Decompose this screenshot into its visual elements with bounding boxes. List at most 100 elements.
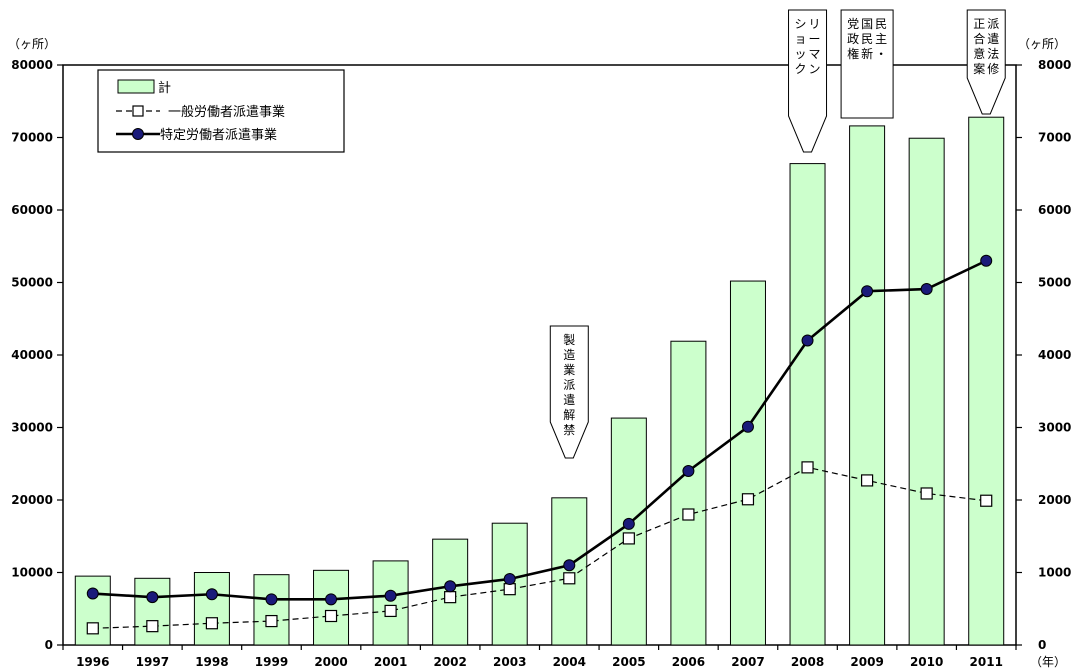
y-tick-label-right: 10000 [1038, 566, 1071, 580]
point-general-dispatch [86, 622, 99, 635]
callout-char: マ [809, 47, 821, 61]
y-tick-label-left: 30000 [11, 421, 53, 435]
legend-label-general: 一般労働者派遣事業 [168, 104, 285, 120]
y-tick-label-left: 20000 [11, 493, 53, 507]
line-general-dispatch [92, 466, 987, 629]
callout-char: 製 [563, 333, 575, 347]
point-general-dispatch [324, 609, 338, 623]
bar-total [193, 572, 230, 646]
x-tick-label: 2004 [553, 655, 586, 669]
y-tick-label-right: 0 [1038, 638, 1046, 652]
point-general-dispatch [265, 614, 278, 628]
x-tick-label: 2002 [433, 655, 466, 669]
callout-char: 政 [847, 32, 859, 46]
bar-total [729, 280, 766, 646]
y-tick-label-left: 10000 [11, 566, 53, 580]
callout-char: 党 [847, 16, 859, 31]
callout-box [966, 9, 1006, 115]
line-specific-dispatch [92, 259, 987, 601]
x-tick-label: 2005 [612, 655, 645, 669]
point-specific-dispatch [920, 283, 933, 296]
point-general-dispatch [205, 617, 219, 630]
point-general-dispatch [146, 620, 159, 633]
x-tick-label: 1998 [195, 655, 228, 669]
y-tick-label-right: 70000 [1038, 131, 1071, 145]
bar-total [134, 577, 171, 646]
callout-char: 禁 [563, 423, 575, 437]
bar-series-total [74, 116, 1005, 646]
callout-char: ク [795, 62, 807, 76]
callout-char: 案 [973, 61, 985, 76]
callout-char: 遣 [987, 31, 999, 46]
callout-char: リ [809, 17, 821, 31]
point-general-dispatch [622, 532, 635, 545]
legend-label-specific: 特定労働者派遣事業 [160, 127, 277, 143]
point-specific-dispatch [384, 589, 397, 602]
callout-char: ー [809, 32, 821, 46]
x-tick-label: 2008 [791, 655, 824, 669]
bar-total [789, 163, 826, 646]
point-specific-dispatch [205, 588, 218, 601]
point-specific-dispatch [801, 334, 814, 347]
y-unit-left: （ヶ所） [8, 37, 56, 51]
callout-char: 権 [847, 46, 859, 61]
bar-total [372, 560, 409, 646]
point-general-dispatch [384, 604, 397, 618]
point-specific-dispatch [444, 580, 457, 593]
bar-total [908, 137, 945, 646]
callout-char: ・ [875, 47, 887, 61]
x-unit: （年） [1030, 655, 1066, 669]
point-general-dispatch [920, 487, 933, 500]
callout-box [549, 325, 589, 459]
callout-char: 合 [973, 31, 985, 46]
y-tick-label-left: 0 [45, 638, 53, 652]
bar-total [670, 340, 707, 646]
callout-char: ン [809, 62, 821, 76]
bar-total [849, 125, 886, 646]
point-specific-dispatch [980, 254, 993, 267]
y-tick-label-right: 20000 [1038, 493, 1071, 507]
legend-swatch-total [117, 79, 155, 94]
callout-char: 意 [973, 46, 985, 61]
y-tick-label-left: 60000 [11, 203, 53, 217]
y-tick-label-right: 80000 [1038, 58, 1071, 72]
callout-char: 民 [875, 17, 887, 31]
x-tick-label: 1996 [76, 655, 109, 669]
x-tick-label: 2006 [672, 655, 705, 669]
callout-char: 業 [563, 363, 575, 377]
y-tick-label-right: 50000 [1038, 276, 1071, 290]
point-general-dispatch [444, 591, 457, 604]
callout-char: ョ [795, 32, 807, 46]
callout-char: 国 [861, 17, 873, 31]
bar-total [74, 575, 111, 646]
bar-total [313, 569, 350, 646]
point-specific-dispatch [325, 593, 338, 606]
callout-char: 解 [563, 408, 575, 422]
bar-total [551, 497, 588, 646]
legend-marker-specific [132, 128, 144, 140]
x-tick-label: 2000 [314, 655, 347, 669]
y-tick-label-left: 70000 [11, 131, 53, 145]
callout-box [788, 9, 828, 153]
point-general-dispatch [563, 572, 576, 585]
callout-char: 主 [875, 32, 887, 46]
point-specific-dispatch [265, 593, 278, 606]
x-tick-label: 2010 [910, 655, 943, 669]
y-unit-right: （ヶ所） [1018, 37, 1066, 51]
point-specific-dispatch [86, 587, 99, 600]
callout-char: シ [795, 17, 807, 31]
line-series [86, 254, 993, 635]
point-general-dispatch [503, 583, 516, 596]
callout-box [840, 9, 894, 119]
point-specific-dispatch [861, 285, 874, 298]
axes: 0 0 10000 10000 20000 20000 30000 30000 40000 400… [8, 37, 1071, 669]
y-tick-label-left: 40000 [11, 348, 53, 362]
point-specific-dispatch [622, 517, 635, 530]
point-general-dispatch [801, 461, 814, 474]
bar-total [968, 116, 1005, 646]
